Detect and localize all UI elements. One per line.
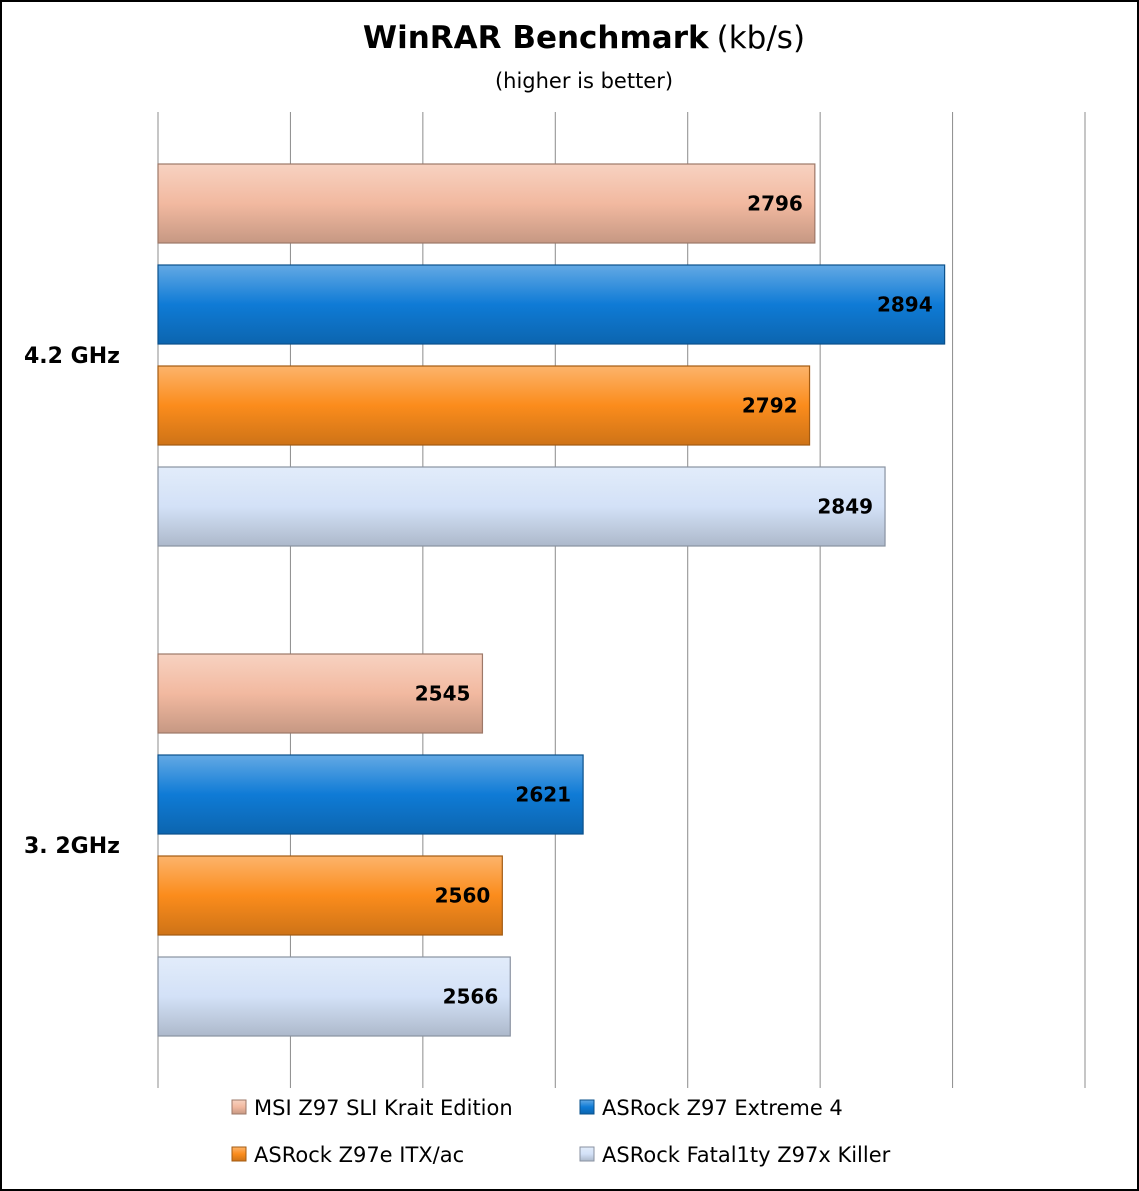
legend-swatch <box>231 1146 247 1162</box>
legend-label: MSI Z97 SLI Krait Edition <box>254 1096 513 1120</box>
legend-swatch <box>231 1099 247 1115</box>
bar-asrock-fatal1ty-z97x-killer-4-2-ghz <box>157 466 886 547</box>
data-label: 2621 <box>515 783 571 807</box>
bar-asrock-z97e-itx-ac-4-2-ghz <box>157 365 811 446</box>
category-labels: 4.2 GHz 3. 2GHz <box>24 344 120 859</box>
bar-asrock-z97e-itx-ac-3-2ghz <box>157 855 503 936</box>
bars: 2796 2894 2792 2849 2545 2621 2560 2566 <box>157 163 946 1037</box>
bar-asrock-fatal1ty-z97x-killer-3-2ghz <box>157 956 511 1037</box>
chart-title: WinRAR Benchmark (kb/s) <box>363 20 805 56</box>
data-label: 2849 <box>817 495 873 519</box>
chart-subtitle: (higher is better) <box>495 69 673 93</box>
data-label: 2566 <box>443 985 499 1009</box>
data-label: 2796 <box>747 192 803 216</box>
data-label: 2560 <box>435 884 491 908</box>
legend-label: ASRock Z97e ITX/ac <box>254 1143 464 1167</box>
data-label: 2894 <box>877 293 933 317</box>
category-label: 3. 2GHz <box>24 834 120 859</box>
bar-asrock-z97-extreme-4-3-2ghz <box>157 754 584 835</box>
data-label: 2545 <box>415 682 471 706</box>
legend: MSI Z97 SLI Krait Edition ASRock Z97 Extr… <box>231 1096 891 1167</box>
bar-asrock-z97-extreme-4-4-2-ghz <box>157 264 946 345</box>
data-label: 2792 <box>742 394 798 418</box>
legend-label: ASRock Fatal1ty Z97x Killer <box>602 1143 891 1167</box>
bar-msi-z97-sli-krait-edition-3-2ghz <box>157 653 484 734</box>
legend-label: ASRock Z97 Extreme 4 <box>602 1096 843 1120</box>
category-label: 4.2 GHz <box>24 344 120 369</box>
bar-msi-z97-sli-krait-edition-4-2-ghz <box>157 163 816 244</box>
legend-swatch <box>579 1146 595 1162</box>
gridlines <box>157 112 1086 1088</box>
legend-swatch <box>579 1099 595 1115</box>
